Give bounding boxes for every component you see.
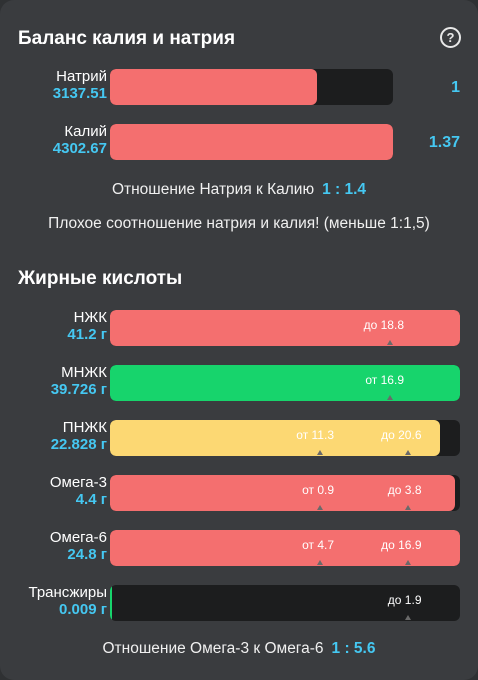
fat-row-bar-fill: [110, 310, 460, 346]
fat-row-name: ПНЖК: [62, 419, 107, 436]
range-marker-tick: [404, 505, 411, 510]
balance-title: Баланс калия и натрия: [18, 28, 236, 49]
fat-row-value: 0.009 г: [59, 601, 107, 618]
potassium-name: Калий: [64, 123, 107, 140]
fat-row-value: 39.726 г: [50, 381, 107, 398]
fat-row-value: 41.2 г: [67, 326, 107, 343]
fat-row-bar: до 18.8: [110, 310, 460, 346]
range-marker-label: от 16.9: [365, 373, 404, 387]
range-marker-tick: [317, 450, 323, 455]
range-marker-label: до 16.9: [381, 538, 422, 552]
fat-row-bar: от 11.3 до 20.6: [110, 420, 460, 456]
fat-row-bar: до 1.9: [110, 585, 460, 621]
fat-row-bar: от 4.7 до 16.9: [110, 530, 460, 566]
range-marker-tick: [404, 615, 411, 620]
fat-row-name: МНЖК: [61, 364, 107, 381]
fat-row-label: НЖК 41.2 г: [67, 309, 107, 343]
fat-row-name: Омега-6: [49, 529, 107, 546]
sodium-potassium-ratio-value: 1 : 1.4: [322, 181, 367, 198]
omega-ratio: Отношение Омега-3 к Омега-6 1 : 5.6: [0, 640, 478, 658]
fat-row-name: Омега-3: [49, 474, 107, 491]
potassium-bar: [110, 124, 393, 160]
fat-row-bar-fill: [110, 585, 112, 621]
fat-row-bar: от 16.9: [110, 365, 460, 401]
fat-row-label: Омега-3 4.4 г: [50, 474, 107, 508]
fat-row-bar-fill: [110, 475, 455, 511]
range-marker-label: до 18.8: [363, 318, 404, 332]
sodium-potassium-ratio: Отношение Натрия к Калию 1 : 1.4: [0, 181, 478, 199]
fat-row-name: Трансжиры: [28, 584, 108, 601]
fat-row-value: 22.828 г: [50, 436, 107, 453]
range-marker-tick: [317, 560, 323, 565]
sodium-ratio: 1: [451, 79, 460, 96]
sodium-bar-fill: [110, 69, 317, 105]
sodium-bar: [110, 69, 393, 105]
fat-row-bar: от 0.9 до 3.8: [110, 475, 460, 511]
range-marker-tick: [404, 560, 411, 565]
range-marker-label: от 4.7: [302, 538, 334, 552]
omega-ratio-label: Отношение Омега-3 к Омега-6: [102, 640, 324, 657]
fat-row-label: ПНЖК 22.828 г: [51, 419, 107, 453]
fat-row-label: Трансжиры 0.009 г: [29, 584, 108, 618]
potassium-value: 4302.67: [52, 140, 107, 157]
sodium-potassium-ratio-label: Отношение Натрия к Калию: [111, 181, 315, 198]
fat-row-bar-fill: [110, 530, 460, 566]
range-marker-tick: [387, 340, 393, 345]
potassium-label: Калий 4302.67: [53, 123, 107, 157]
range-marker-label: от 0.9: [302, 483, 334, 497]
fat-row-label: Омега-6 24.8 г: [50, 529, 107, 563]
omega-ratio-value: 1 : 5.6: [331, 640, 376, 657]
balance-warning: Плохое соотношение натрия и калия! (мень…: [48, 215, 430, 232]
fat-row-value: 4.4 г: [75, 491, 107, 508]
fat-row-bar-fill: [110, 365, 460, 401]
range-marker-tick: [387, 395, 393, 400]
question-circle-icon[interactable]: ?: [440, 27, 461, 48]
range-marker-label: до 1.9: [387, 593, 422, 607]
fat-row-bar-fill: [110, 420, 441, 456]
sodium-value: 3137.51: [52, 85, 107, 102]
sodium-name: Натрий: [56, 68, 107, 85]
sodium-label: Натрий 3137.51: [53, 68, 107, 102]
fat-row-label: МНЖК 39.726 г: [51, 364, 107, 398]
potassium-ratio: 1.37: [428, 134, 460, 151]
range-marker-label: до 20.6: [381, 428, 422, 442]
fat-row-name: НЖК: [73, 309, 107, 326]
range-marker-tick: [404, 450, 411, 455]
range-marker-label: от 11.3: [296, 428, 334, 442]
range-marker-label: до 3.8: [387, 483, 422, 497]
potassium-bar-fill: [110, 124, 393, 160]
fat-row-value: 24.8 г: [67, 546, 107, 563]
fats-title: Жирные кислоты: [18, 268, 183, 289]
range-marker-tick: [317, 505, 323, 510]
